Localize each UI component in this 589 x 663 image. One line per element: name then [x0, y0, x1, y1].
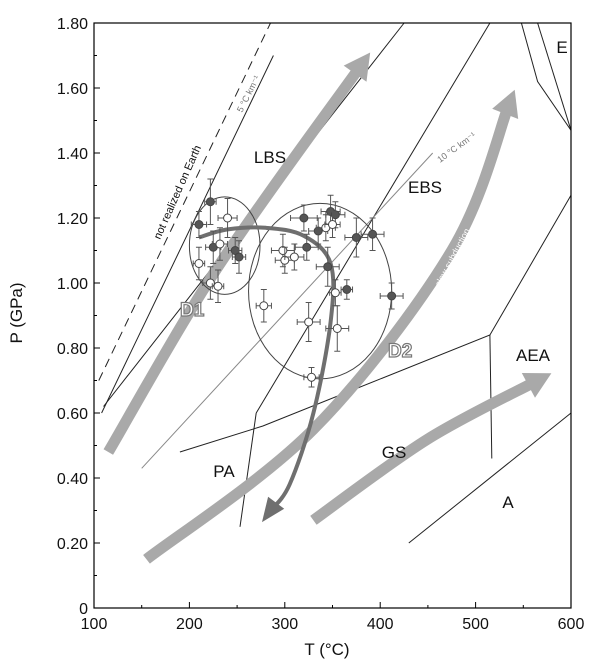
tectonic-arrow-head: [343, 52, 371, 82]
geotherm-line: [98, 22, 271, 381]
facies-boundary-line: [408, 412, 572, 544]
axes: [93, 22, 572, 609]
tectonic-arrow-shaft: [310, 375, 541, 525]
data-point-open: [213, 281, 223, 291]
data-point-open: [289, 252, 299, 262]
data-point-filled: [342, 285, 352, 294]
facies-label-gs: GS: [382, 443, 407, 462]
y-tick-label: 0: [79, 601, 88, 618]
geotherm-line: [101, 55, 274, 414]
tectonic-arrow-head: [492, 89, 519, 119]
data-point-filled: [330, 210, 340, 220]
facies-label-aea: AEA: [516, 346, 551, 365]
data-point-open: [328, 220, 337, 229]
x-tick-label: 200: [176, 616, 203, 633]
data-point-open: [330, 288, 340, 298]
y-tick-label: 0.40: [57, 471, 88, 488]
facies-boundary-line: [520, 22, 572, 131]
data-point-open: [332, 324, 342, 333]
data-point-filled: [299, 213, 309, 223]
data-point-filled: [194, 220, 204, 229]
facies-label-ebs: EBS: [408, 178, 442, 197]
facies-boundary-line: [239, 412, 257, 527]
data-point-open: [307, 372, 317, 382]
geothermal-gradients: [98, 22, 434, 469]
y-tick-label: 1.00: [57, 276, 88, 293]
y-tick-label: 1.40: [57, 146, 88, 163]
x-tick-label: 300: [271, 616, 298, 633]
data-point-filled: [234, 252, 244, 262]
label-collision-tectonics: collision tectonics: [392, 461, 462, 495]
y-tick-label: 0.20: [57, 536, 88, 553]
data-point-open: [259, 301, 269, 311]
y-axis-title: P (GPa): [7, 282, 26, 343]
label-d1: D1: [180, 300, 205, 321]
tectonic-arrow-shaft: [143, 102, 515, 564]
label-grad-10: 10 °C km⁻¹: [435, 130, 477, 164]
y-tick-label: 1.20: [57, 211, 88, 228]
y-tick-label: 0.80: [57, 341, 88, 358]
x-tick-label: 600: [558, 616, 585, 633]
facies-boundary-line: [537, 22, 572, 131]
tectonic-arrow-shaft: [103, 62, 366, 455]
tectonic-arrows: [103, 52, 552, 564]
label-d2: D2: [388, 341, 412, 362]
facies-label-a: A: [502, 493, 514, 512]
data-point-open: [194, 259, 204, 268]
data-point-filled: [302, 242, 312, 252]
data-point-open: [304, 317, 314, 327]
x-tick-label: 400: [367, 616, 394, 633]
facies-boundary-line: [489, 334, 493, 459]
tectonic-arrow-head: [521, 373, 552, 398]
geotherm-line: [141, 152, 434, 469]
data-point-filled: [323, 262, 333, 272]
facies-label-e: E: [556, 38, 567, 57]
data-point-filled: [351, 233, 361, 242]
tick-labels: 100 200 300 400 500 600 0 0.20 0.40 0.60 0.80 1.00 1…: [57, 16, 585, 633]
y-tick-label: 1.60: [57, 81, 88, 98]
data-point-open: [223, 213, 233, 223]
label-slow-subduction: slow subduction: [433, 227, 472, 288]
data-points: [190, 178, 404, 388]
y-tick-label: 0.60: [57, 406, 88, 423]
x-tick-label: 100: [81, 616, 108, 633]
data-point-open: [215, 239, 225, 249]
data-point-filled: [205, 197, 215, 207]
data-point-filled: [387, 291, 397, 301]
facies-label-lbs: LBS: [254, 148, 286, 167]
facies-label-pa: PA: [213, 462, 235, 481]
facies-boundary-line: [179, 195, 572, 453]
pt-path-arrowhead: [262, 496, 285, 523]
x-tick-label: 500: [462, 616, 489, 633]
x-axis-title: T (°C): [304, 640, 349, 659]
y-tick-label: 1.80: [57, 16, 88, 33]
data-point-filled: [368, 229, 378, 239]
cluster-ellipse: [188, 196, 261, 295]
